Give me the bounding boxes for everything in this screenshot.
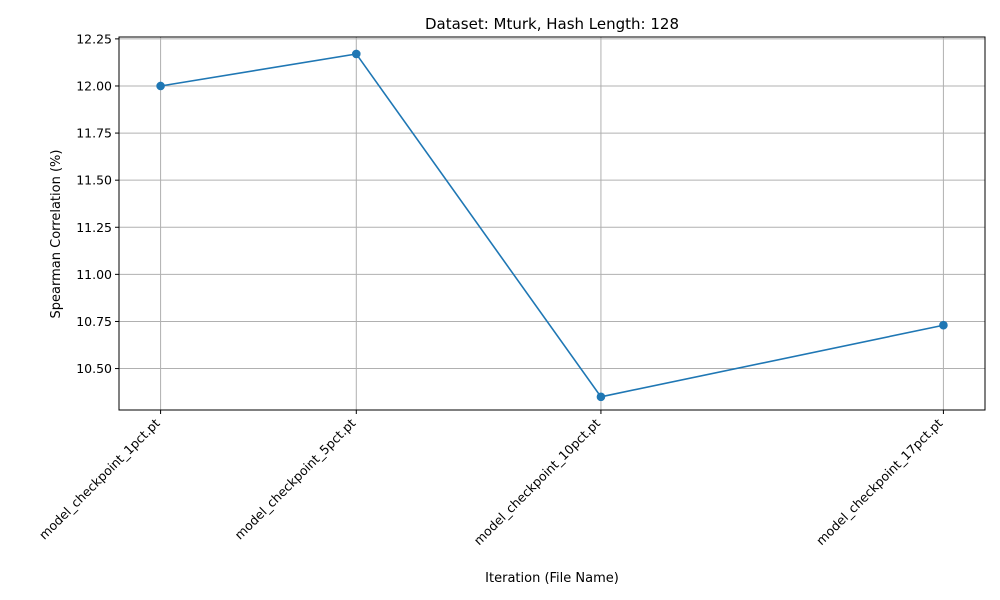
y-tick-label: 11.50 bbox=[76, 173, 112, 188]
x-axis-ticks: model_checkpoint_1pct.pt model_checkpoint… bbox=[36, 410, 946, 548]
y-tick-label: 12.25 bbox=[76, 31, 112, 46]
y-tick-label: 10.75 bbox=[76, 314, 112, 329]
y-tick-label: 10.50 bbox=[76, 361, 112, 376]
x-axis-label: Iteration (File Name) bbox=[485, 571, 619, 586]
data-point bbox=[156, 81, 165, 91]
data-point bbox=[596, 392, 606, 402]
series-line bbox=[160, 53, 944, 398]
y-tick-label: 11.75 bbox=[76, 126, 112, 141]
x-tick-label: model_checkpoint_10pct.pt bbox=[471, 415, 604, 548]
data-point bbox=[939, 320, 948, 330]
chart-title: Dataset: Mturk, Hash Length: 128 bbox=[425, 15, 679, 33]
y-axis-ticks: 10.50 10.75 11.00 11.25 11.50 11.75 12.00 12.25 bbox=[76, 31, 119, 376]
grid bbox=[119, 37, 985, 410]
y-tick-label: 12.00 bbox=[76, 78, 112, 93]
x-tick-label: model_checkpoint_5pct.pt bbox=[232, 415, 359, 542]
x-tick-label: model_checkpoint_17pct.pt bbox=[813, 415, 946, 548]
y-tick-label: 11.00 bbox=[76, 267, 112, 282]
plot-frame bbox=[118, 36, 986, 411]
y-axis-label: Spearman Correlation (%) bbox=[49, 150, 64, 319]
x-tick-label: model_checkpoint_1pct.pt bbox=[36, 415, 163, 542]
y-tick-label: 11.25 bbox=[76, 220, 112, 235]
series-group bbox=[156, 49, 948, 402]
data-point bbox=[351, 49, 361, 59]
